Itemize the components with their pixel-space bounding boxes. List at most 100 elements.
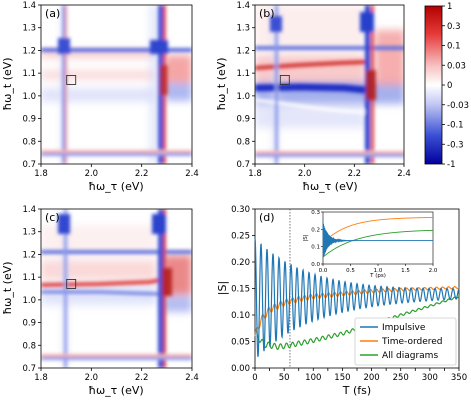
legend-label-impulsive: Impulsive <box>382 323 426 333</box>
xtick-label: 2.0 <box>85 373 99 383</box>
inset-xlabel: T (ps) <box>369 273 386 279</box>
panel-d-ticks: 0 50 100 150 200 250 300 350 0.00 0.05 0.10 0.15 0.2… <box>231 205 467 383</box>
panel-b-ylabel: ħω_t (eV) <box>215 57 228 110</box>
ytick-label: 0.7 <box>236 160 250 170</box>
panel-c-marker-box <box>66 279 77 289</box>
xtick-label: 2.4 <box>185 373 199 383</box>
ytick-label: 1.4 <box>22 1 36 11</box>
series-impulsive <box>254 238 460 357</box>
panel-a-heatmap <box>41 5 192 164</box>
xtick-label: 350 <box>451 373 467 383</box>
ytick-label: 1.3 <box>22 24 36 34</box>
inset-xtick-label: 0.5 <box>346 268 355 274</box>
panel-b-label: (b) <box>259 7 275 20</box>
xtick-label: 2.2 <box>348 169 362 179</box>
inset-xtick-label: 0.0 <box>319 268 328 274</box>
panel-a-ticks: 1.8 2.0 2.2 2.4 0.7 0.8 0.9 1.0 1.1 1.2 1.3 1.4 <box>22 1 198 179</box>
colorbar-tick-label: -0.1 <box>447 121 464 131</box>
colorbar-tick-label: -0.3 <box>447 140 464 150</box>
ytick-label: 1.2 <box>22 46 36 56</box>
panel-c: 1.8 2.0 2.2 2.4 0.7 0.8 0.9 1.0 1.1 1.2 1.3 1.4 (c)… <box>1 205 199 397</box>
ytick-label: 0.00 <box>231 364 250 374</box>
xtick-label: 200 <box>363 373 379 383</box>
panel-d-legend: Impulsive Time-ordered All diagrams <box>354 317 457 366</box>
ytick-label: 1.3 <box>236 24 250 34</box>
ytick-label: 1.0 <box>22 296 36 306</box>
ytick-label: 0.9 <box>236 115 250 125</box>
panel-d-xlabel: T (fs) <box>342 384 371 397</box>
xtick-label: 100 <box>305 373 321 383</box>
xtick-label: 150 <box>334 373 350 383</box>
inset-series-time-ordered <box>322 217 433 244</box>
colorbar-tick-label: 1 <box>447 2 452 12</box>
panel-c-xlabel: ħω_τ (eV) <box>88 384 143 397</box>
inset-series-all-diagrams <box>322 229 434 258</box>
panel-c-ylabel: ħω_t (eV) <box>1 261 14 314</box>
xtick-label: 1.8 <box>34 373 48 383</box>
inset-series-impulsive <box>322 221 433 258</box>
colorbar-tick-label: 0.03 <box>447 61 466 71</box>
panel-b-ticks: 1.8 2.0 2.2 2.4 0.7 0.8 0.9 1.0 1.1 1.2 1.3 1.4 <box>236 1 410 179</box>
xtick-label: 50 <box>279 373 290 383</box>
colorbar-gradient <box>424 5 443 165</box>
inset-xtick-label: 1.0 <box>374 268 383 274</box>
panel-b-xlabel: ħω_τ (eV) <box>302 180 357 193</box>
xtick-label: 250 <box>393 373 409 383</box>
colorbar-tick-label: 0 <box>447 81 452 91</box>
ytick-label: 0.7 <box>22 364 36 374</box>
panel-d-ylabel: |S| <box>216 281 229 295</box>
ytick-label: 1.3 <box>22 228 36 238</box>
ytick-label: 1.4 <box>236 1 250 11</box>
ytick-label: 0.20 <box>231 258 250 268</box>
ytick-label: 1.0 <box>236 92 250 102</box>
inset-ytick-label: 0.2 <box>311 227 320 233</box>
panel-d-label: (d) <box>259 211 275 224</box>
panel-a: 1.8 2.0 2.2 2.4 0.7 0.8 0.9 1.0 1.1 1.2 1.3 1.4 (a)… <box>1 1 199 193</box>
ytick-label: 1.4 <box>22 205 36 215</box>
ytick-label: 0.25 <box>231 232 250 242</box>
ytick-label: 1.1 <box>22 273 36 283</box>
panel-d-inset: 0.0 0.5 1.0 1.5 2.0 0.0 0.1 0.2 0.3 T (ps) |S| <box>303 210 438 279</box>
colorbar: 1 0.3 0.1 0.03 0 -0.03 -0.1 -0.3 -1 <box>424 2 469 170</box>
xtick-label: 2.2 <box>135 169 149 179</box>
colorbar-tick-label: 0.1 <box>447 42 461 52</box>
ytick-label: 1.0 <box>22 92 36 102</box>
ytick-label: 1.2 <box>236 46 250 56</box>
ytick-label: 0.9 <box>22 319 36 329</box>
colorbar-ticks: 1 0.3 0.1 0.03 0 -0.03 -0.1 -0.3 -1 <box>442 2 469 170</box>
ytick-label: 0.8 <box>22 137 36 147</box>
xtick-label: 1.8 <box>248 169 262 179</box>
ytick-label: 0.15 <box>231 285 250 295</box>
panel-a-marker-box <box>66 75 77 85</box>
inset-ticks: 0.0 0.5 1.0 1.5 2.0 0.0 0.1 0.2 0.3 <box>311 210 438 274</box>
xtick-label: 2.0 <box>298 169 312 179</box>
colorbar-tick-label: -1 <box>447 160 455 170</box>
panel-a-frame <box>40 4 193 165</box>
xtick-label: 2.4 <box>185 169 199 179</box>
panel-b-frame <box>254 4 405 165</box>
panel-b-heatmap <box>255 5 404 164</box>
inset-ytick-label: 0.1 <box>311 245 320 251</box>
xtick-label: 2.2 <box>135 373 149 383</box>
inset-ytick-label: 0.3 <box>311 210 320 216</box>
legend-label-time-ordered: Time-ordered <box>381 337 443 347</box>
ytick-label: 1.1 <box>236 69 250 79</box>
panel-c-frame <box>40 208 193 369</box>
inset-xtick-label: 1.5 <box>401 268 410 274</box>
xtick-label: 2.4 <box>397 169 411 179</box>
xtick-label: 0 <box>252 373 257 383</box>
ytick-label: 0.30 <box>231 205 250 215</box>
panel-b: 1.8 2.0 2.2 2.4 0.7 0.8 0.9 1.0 1.1 1.2 1.3 1.4 (b)… <box>215 1 411 193</box>
panel-a-ylabel: ħω_t (eV) <box>1 57 14 110</box>
panel-c-ticks: 1.8 2.0 2.2 2.4 0.7 0.8 0.9 1.0 1.1 1.2 1.3 1.4 <box>22 205 198 383</box>
ytick-label: 0.7 <box>22 160 36 170</box>
ytick-label: 0.8 <box>22 341 36 351</box>
panel-c-label: (c) <box>45 211 60 224</box>
panel-a-xlabel: ħω_τ (eV) <box>88 180 143 193</box>
inset-series <box>322 217 434 258</box>
inset-ytick-label: 0.0 <box>311 262 320 268</box>
colorbar-tick-label: 0.3 <box>447 22 461 32</box>
inset-ylabel: |S| <box>303 234 309 241</box>
xtick-label: 2.0 <box>85 169 99 179</box>
